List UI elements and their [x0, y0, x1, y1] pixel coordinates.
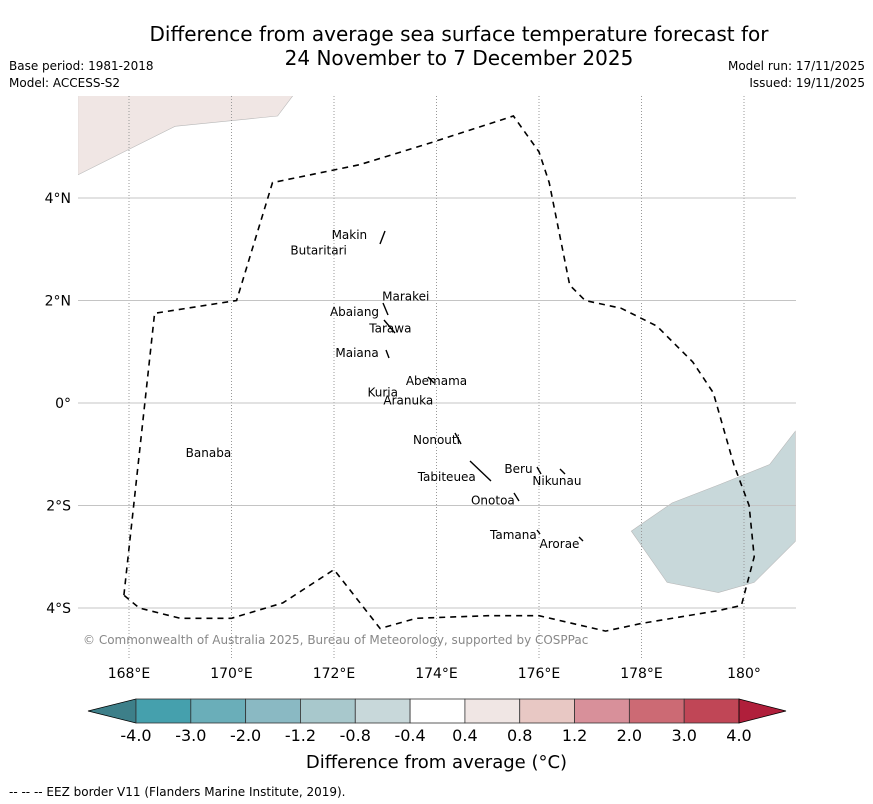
island-label: Tarawa — [368, 321, 411, 335]
colorbar-bin — [245, 698, 301, 724]
colorbar-tick-label: 0.4 — [452, 726, 477, 745]
colorbar-bin — [135, 698, 192, 724]
island-label: Banaba — [186, 446, 232, 460]
anomaly-regions — [78, 96, 796, 593]
atoll-shape — [536, 529, 541, 535]
atoll-shape — [578, 536, 584, 542]
issued-date: Issued: 19/11/2025 — [749, 76, 865, 90]
colorbar-over-arrow — [738, 698, 787, 724]
graticule — [78, 96, 796, 660]
colorbar-tick-label: -0.8 — [340, 726, 371, 745]
colorbar-tick-label: -2.0 — [230, 726, 261, 745]
warm-anomaly-northwest — [78, 96, 293, 176]
colorbar-tick-label: -3.0 — [175, 726, 206, 745]
atoll-shape — [427, 376, 435, 384]
colorbar-bin — [464, 698, 521, 724]
lat-tick-label: 2°N — [45, 294, 71, 310]
atoll-shape — [382, 302, 389, 316]
colorbar-bin — [409, 698, 466, 724]
colorbar-tick-label: -0.4 — [394, 726, 425, 745]
island-label: Nonouti — [413, 433, 460, 447]
colorbar-tick-label: -4.0 — [120, 726, 151, 745]
lon-tick-label: 168°E — [108, 666, 151, 682]
island-label: Butaritari — [290, 243, 347, 257]
meta-right: Model run: 17/11/2025 Issued: 19/11/2025 — [728, 58, 865, 92]
island-label: Beru — [504, 462, 532, 476]
colorbar-tick-label: 3.0 — [671, 726, 696, 745]
atoll-shape — [454, 432, 462, 445]
lon-tick-label: 180° — [727, 666, 761, 682]
island-label: Abemama — [406, 374, 467, 388]
lat-tick-label: 4°S — [46, 601, 71, 617]
cool-anomaly-southeast — [630, 430, 796, 593]
atoll-shape — [385, 349, 390, 359]
axis-ticks: 168°E 170°E 172°E 174°E 176°E 178°E 180° 4°N 2°N… — [45, 191, 761, 682]
meta-left: Base period: 1981-2018 Model: ACCESS-S2 — [9, 58, 154, 92]
colorbar-tick-label: 2.0 — [617, 726, 642, 745]
lon-tick-label: 178°E — [620, 666, 663, 682]
island-label: Tamana — [489, 528, 537, 542]
colorbar-tick-label: 1.2 — [562, 726, 587, 745]
atoll-shape — [469, 460, 492, 482]
lat-tick-label: 2°S — [46, 499, 71, 515]
title-line-2: 24 November to 7 December 2025 — [284, 46, 634, 70]
atoll-shape — [379, 230, 386, 245]
colorbar-tick-label: -1.2 — [285, 726, 316, 745]
lon-tick-label: 170°E — [210, 666, 253, 682]
map-title: Difference from average sea surface temp… — [0, 22, 873, 70]
base-period: Base period: 1981-2018 — [9, 59, 154, 73]
colorbar-tick-label: 4.0 — [726, 726, 751, 745]
island-label: Aranuka — [383, 394, 433, 408]
island-label: Nikunau — [532, 474, 581, 488]
colorbar-bin — [300, 698, 356, 724]
copyright-notice: © Commonwealth of Australia 2025, Bureau… — [83, 633, 588, 647]
colorbar-bin — [628, 698, 685, 724]
colorbar-bin — [354, 698, 411, 724]
colorbar-bin — [519, 698, 575, 724]
colorbar-tick-label: 0.8 — [507, 726, 532, 745]
atoll-shape — [513, 492, 520, 502]
colorbar: -4.0 -3.0 -2.0 -1.2 -0.8 -0.4 0.4 0.8 1.2 2.0 3.0 4… — [87, 698, 787, 745]
island-label: Maiana — [335, 346, 378, 360]
title-line-1: Difference from average sea surface temp… — [149, 22, 769, 46]
island-label: Tabiteuea — [417, 470, 476, 484]
colorbar-bin — [574, 698, 630, 724]
colorbar-bin — [190, 698, 247, 724]
island-label: Kuria — [367, 385, 398, 399]
eez-border — [123, 115, 756, 632]
model-name: Model: ACCESS-S2 — [9, 76, 121, 90]
colorbar-label: Difference from average (°C) — [305, 752, 568, 773]
colorbar-under-arrow — [87, 698, 137, 724]
colorbar-bin — [683, 698, 740, 724]
lon-tick-label: 172°E — [313, 666, 356, 682]
island-label: Onotoa — [471, 493, 515, 507]
lat-tick-label: 4°N — [45, 191, 71, 207]
atoll-shape — [559, 468, 566, 475]
island-label: Marakei — [382, 290, 429, 304]
island-label: Arorae — [540, 537, 580, 551]
island-label: Abaiang — [330, 305, 379, 319]
atoll-shape — [383, 319, 396, 334]
eez-border-layer — [123, 115, 756, 632]
eez-legend-note: -- -- -- EEZ border V11 (Flanders Marine… — [9, 785, 346, 799]
lon-tick-label: 174°E — [415, 666, 458, 682]
lat-tick-label: 0° — [55, 396, 71, 412]
island-label: Makin — [332, 228, 368, 242]
model-run-date: Model run: 17/11/2025 — [727, 59, 865, 73]
atoll-shape — [536, 466, 542, 475]
lon-tick-label: 176°E — [518, 666, 561, 682]
